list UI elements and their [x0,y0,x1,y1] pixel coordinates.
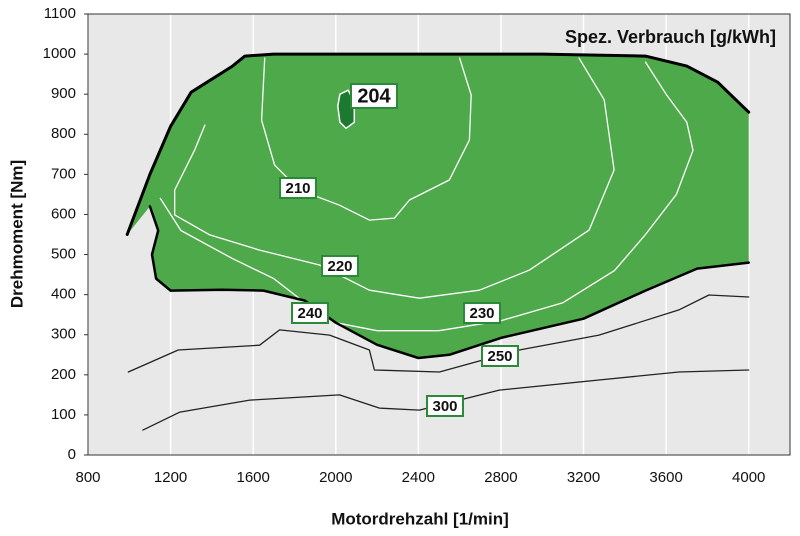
y-tick-label: 600 [51,205,76,222]
contour-line [127,294,750,373]
contour-label: 220 [327,258,352,275]
contour-label: 240 [297,305,322,322]
contour-label: 300 [432,398,457,415]
contour-label-box [350,83,398,109]
y-tick-label: 100 [51,406,76,423]
contour-label-box [463,302,501,324]
y-tick-label: 500 [51,246,76,263]
x-tick-label: 1600 [236,469,269,486]
y-tick-label: 0 [68,446,76,463]
contour-label: 230 [469,305,494,322]
y-axis-label: Drehmoment [Nm] [7,160,26,308]
chart-title: Spez. Verbrauch [g/kWh] [565,27,776,47]
y-tick-label: 400 [51,286,76,303]
contour-line [125,52,751,236]
x-tick-label: 2400 [402,469,435,486]
x-tick-label: 800 [75,469,100,486]
x-tick-label: 2800 [484,469,517,486]
contour-line [148,205,750,360]
contour-label: 204 [357,85,391,107]
contour-label-box [321,255,359,277]
contour-line [142,369,750,431]
contour-label-box [426,395,464,417]
x-axis-label: Motordrehzahl [1/min] [331,509,509,528]
contour-label: 250 [487,348,512,365]
contour-label: 210 [285,180,310,197]
x-tick-label: 3600 [649,469,682,486]
plot-frame [87,13,791,456]
x-tick-label: 3200 [567,469,600,486]
x-tick-label: 1200 [154,469,187,486]
contour-label-box [481,345,519,367]
x-tick-label: 4000 [732,469,765,486]
contour-label-box [279,177,317,199]
contour-line [174,57,615,299]
region-fill [127,54,749,358]
y-tick-label: 200 [51,366,76,383]
x-tick-label: 2000 [319,469,352,486]
y-tick-label: 700 [51,165,76,182]
contour-label-box [291,302,329,324]
y-tick-label: 1000 [43,45,76,62]
y-tick-label: 300 [51,326,76,343]
y-tick-label: 900 [51,85,76,102]
y-tick-label: 1100 [44,5,76,22]
contour-line [260,57,472,221]
y-tick-label: 800 [51,125,76,142]
